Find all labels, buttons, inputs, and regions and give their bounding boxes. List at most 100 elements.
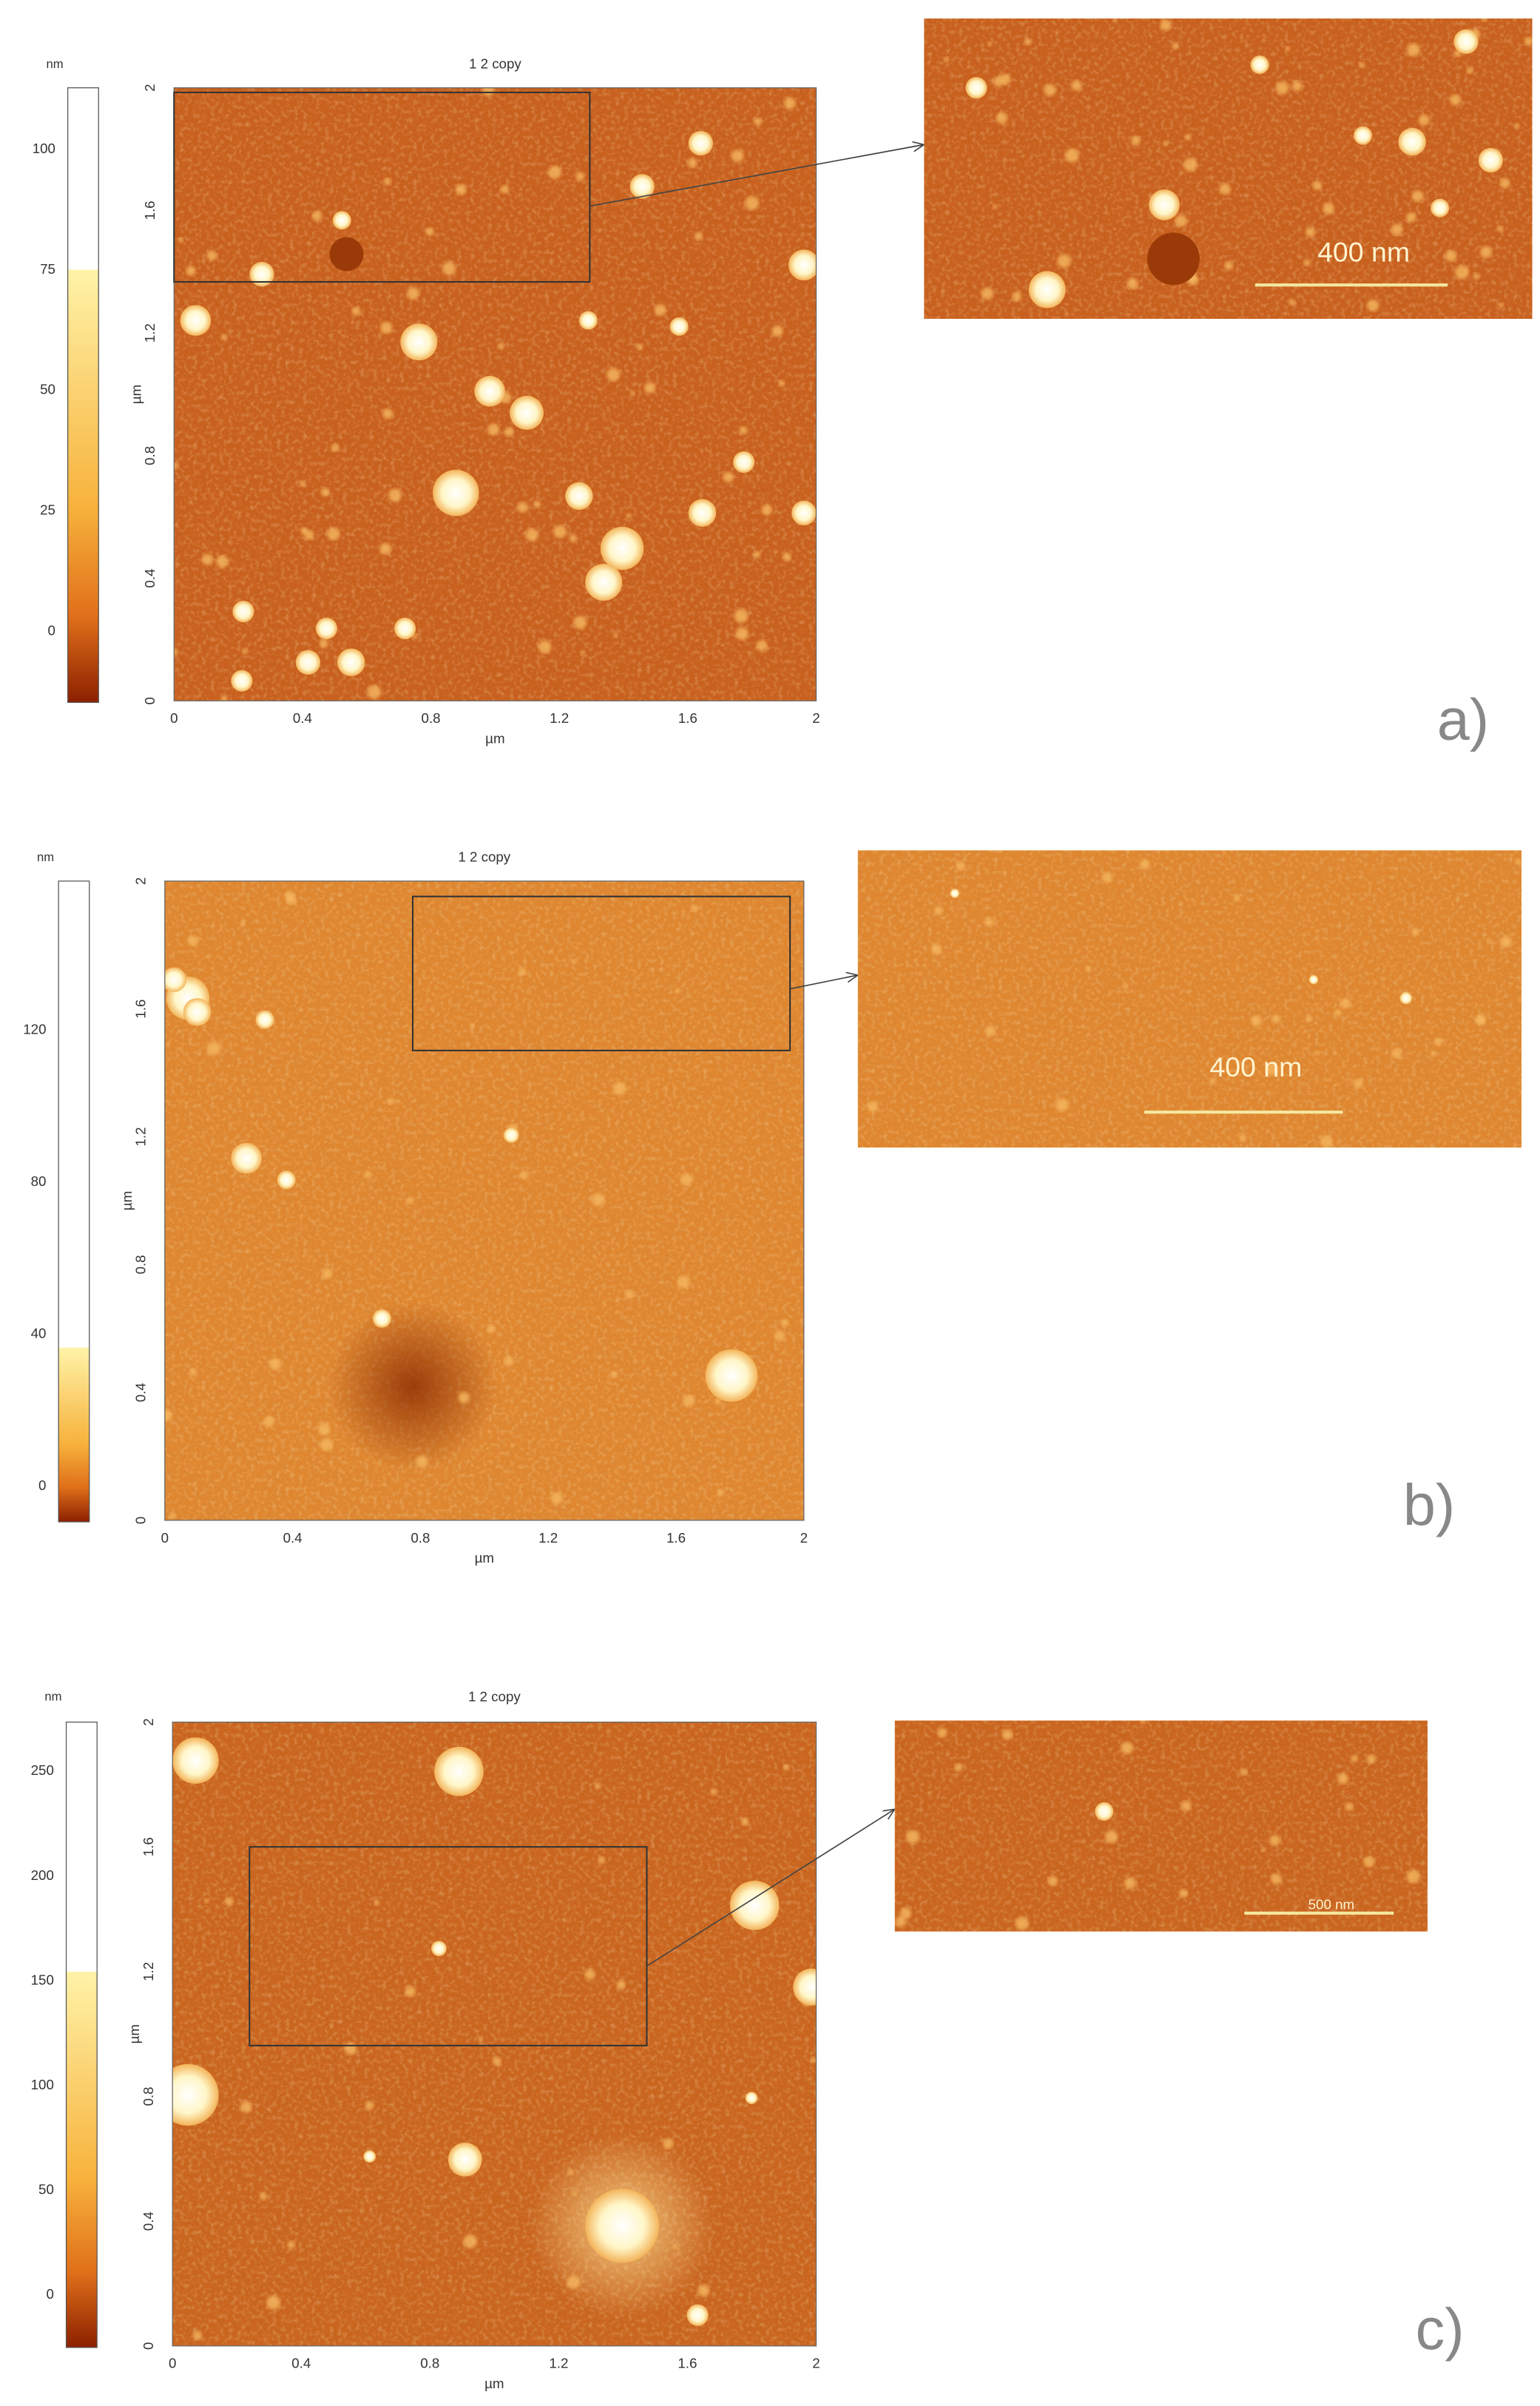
small-particle	[937, 1728, 948, 1738]
colorbar-tick-label: 50	[38, 2181, 54, 2197]
small-particle	[654, 304, 666, 316]
small-particle	[1450, 94, 1462, 106]
small-particle	[380, 321, 393, 334]
small-particle	[1239, 1133, 1246, 1142]
particle	[433, 469, 479, 516]
small-particle	[367, 684, 382, 699]
small-particle	[636, 343, 644, 351]
small-particle	[624, 1290, 634, 1299]
small-particle	[1391, 1048, 1402, 1059]
y-tick-label: 0.4	[141, 2211, 156, 2231]
image-grain	[894, 1720, 1428, 1932]
small-particle	[734, 609, 749, 623]
small-particle	[1057, 254, 1071, 269]
small-particle	[1445, 250, 1457, 262]
small-particle	[1271, 1873, 1282, 1884]
small-particle	[497, 343, 504, 350]
small-particle	[374, 1900, 379, 1906]
particle	[315, 617, 337, 640]
particle	[1095, 1802, 1114, 1821]
small-particle	[810, 2057, 817, 2063]
small-particle	[320, 1438, 334, 1452]
y-tick-label: 0	[142, 697, 158, 704]
y-tick-label: 0.4	[133, 1383, 149, 1402]
small-particle	[388, 488, 402, 502]
small-particle	[1351, 1755, 1359, 1762]
colorbar-unit: nm	[44, 1690, 61, 1704]
y-tick-label: 2	[141, 1718, 156, 1725]
small-particle	[203, 1898, 209, 1904]
small-particle	[1455, 265, 1469, 280]
small-particle	[1306, 1015, 1313, 1022]
small-particle	[365, 2101, 374, 2110]
particle	[1453, 29, 1479, 54]
small-particle	[1085, 966, 1092, 972]
particle	[1149, 189, 1180, 220]
x-tick-label: 1.6	[678, 710, 698, 726]
small-particle	[572, 2191, 577, 2197]
small-particle	[996, 112, 1008, 124]
small-particle	[463, 2234, 477, 2248]
small-particle	[933, 906, 943, 915]
particle	[965, 77, 987, 99]
small-particle	[1418, 114, 1430, 126]
particle	[1398, 127, 1426, 156]
selection-box	[249, 1846, 648, 2046]
image-title: 1 2 copy	[469, 55, 521, 71]
small-particle	[595, 1782, 601, 1789]
y-axis-label: µm	[126, 2024, 142, 2043]
small-particle	[1367, 299, 1379, 311]
particle	[1354, 126, 1373, 145]
x-tick-label: 0.8	[422, 710, 441, 726]
x-tick-label: 1.2	[549, 2356, 568, 2371]
small-particle	[761, 505, 772, 516]
small-particle	[327, 527, 340, 541]
small-particle	[553, 525, 567, 539]
colorbar-tick-label: 120	[23, 1022, 46, 1037]
small-particle	[407, 287, 419, 300]
small-particle	[567, 2275, 581, 2289]
zoom-arrow	[789, 975, 858, 990]
small-particle	[1481, 18, 1487, 22]
small-particle	[1303, 259, 1311, 266]
small-particle	[672, 2243, 678, 2249]
particle	[510, 396, 544, 430]
small-particle	[783, 97, 796, 109]
small-particle	[981, 287, 993, 300]
particle	[394, 617, 416, 640]
small-particle	[629, 391, 635, 396]
y-tick-label: 0.4	[142, 569, 158, 588]
small-particle	[567, 2169, 574, 2176]
small-particle	[1498, 303, 1504, 309]
particle	[277, 1170, 296, 1190]
x-tick-label: 0	[169, 2356, 176, 2371]
image-frame	[164, 880, 805, 1521]
small-particle	[1105, 1830, 1118, 1844]
colorbar-tick-label: 150	[31, 1972, 54, 1987]
particle	[172, 2063, 219, 2126]
x-tick-label: 0.8	[411, 1530, 430, 1546]
zoom-arrow	[646, 1809, 894, 1967]
small-particle	[899, 1907, 912, 1919]
particle	[793, 1968, 817, 2006]
small-particle	[1131, 135, 1141, 146]
small-particle	[1320, 1135, 1333, 1148]
colorbar	[58, 880, 90, 1523]
x-tick-label: 0.4	[283, 1530, 303, 1546]
small-particle	[1240, 1768, 1247, 1776]
small-particle	[778, 380, 785, 387]
small-particle	[584, 1969, 595, 1980]
colorbar-tick-label: 100	[31, 2077, 54, 2092]
small-particle	[284, 891, 295, 901]
particle	[430, 1941, 447, 1957]
small-particle	[192, 2331, 203, 2340]
small-particle	[351, 306, 361, 316]
small-particle	[299, 480, 305, 487]
small-particle	[1127, 277, 1138, 289]
particle	[503, 1127, 519, 1143]
small-particle	[717, 1489, 725, 1497]
small-particle	[322, 1268, 333, 1278]
small-particle	[174, 648, 178, 656]
small-particle	[781, 1319, 789, 1327]
y-tick-label: 0	[133, 1517, 149, 1524]
